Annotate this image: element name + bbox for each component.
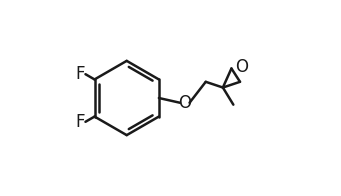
Text: O: O	[178, 94, 191, 112]
Text: F: F	[75, 113, 85, 131]
Text: F: F	[75, 65, 85, 83]
Text: O: O	[235, 58, 248, 76]
